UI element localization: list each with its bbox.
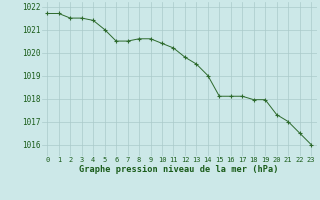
X-axis label: Graphe pression niveau de la mer (hPa): Graphe pression niveau de la mer (hPa) <box>79 165 279 174</box>
